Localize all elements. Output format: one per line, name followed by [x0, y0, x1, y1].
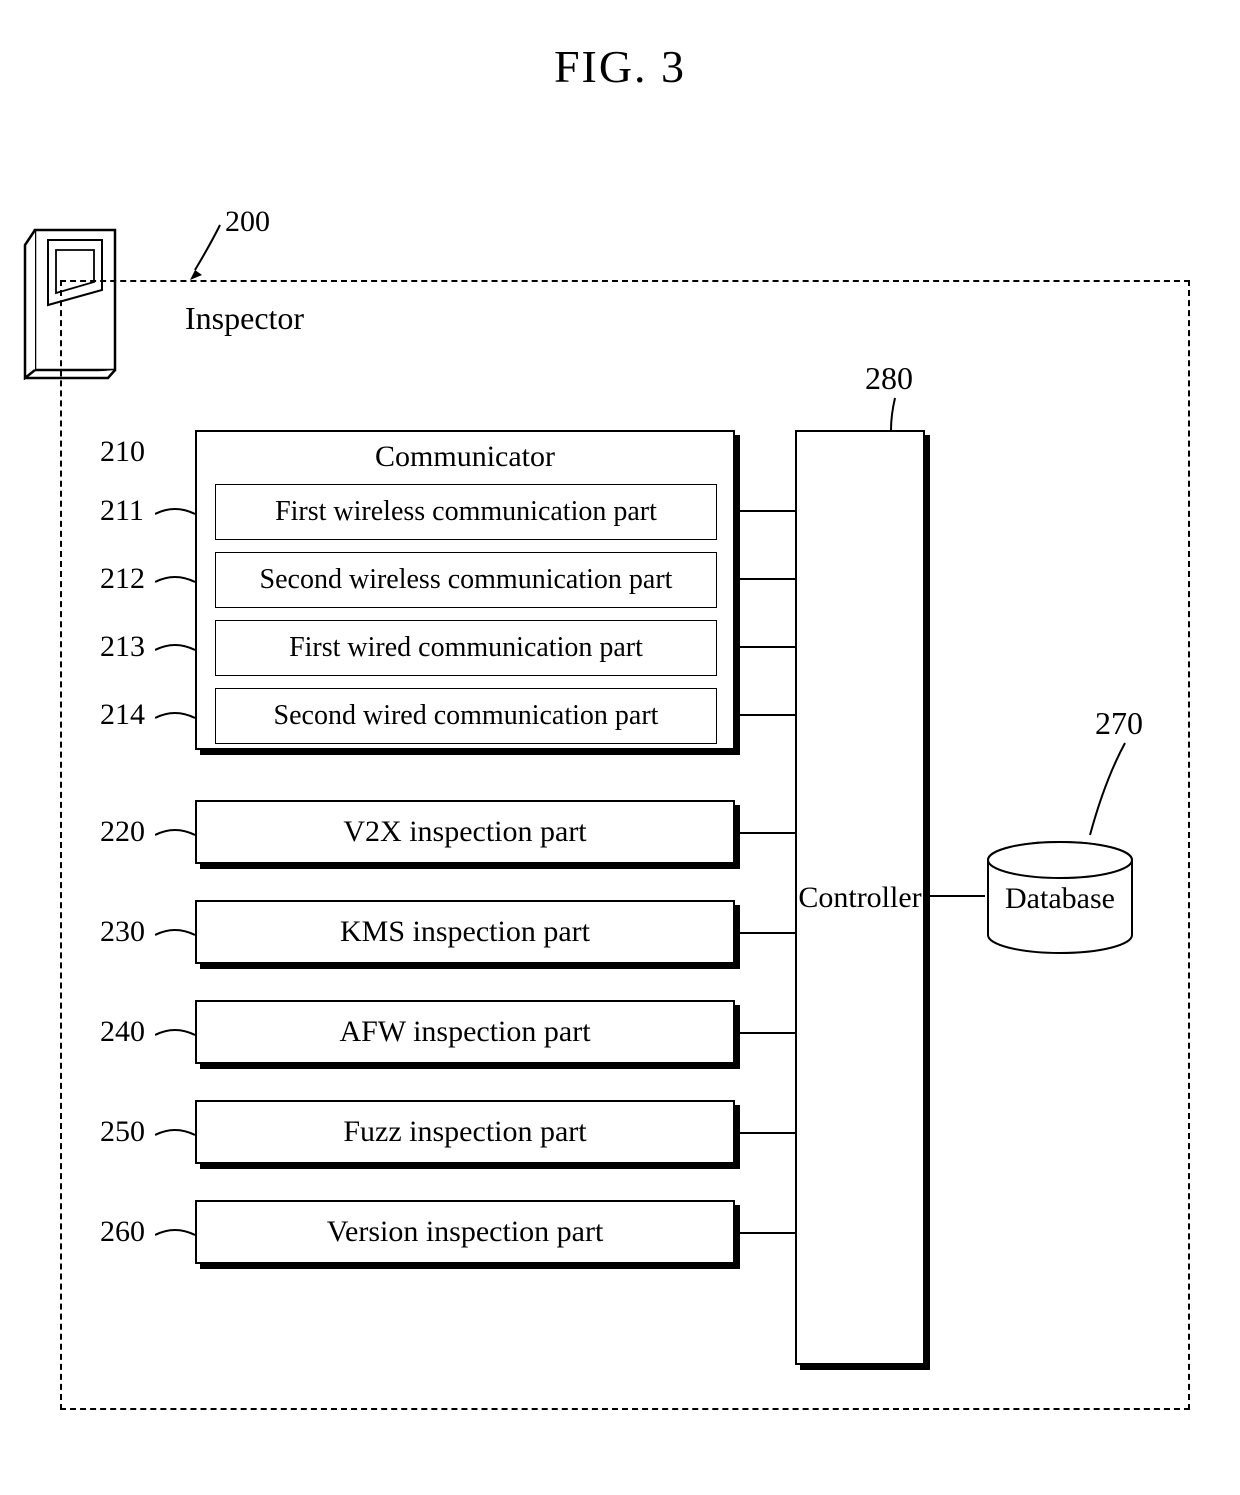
communicator-title: Communicator	[375, 440, 555, 474]
ref-212-label: 212	[100, 562, 145, 596]
comm-part-212: Second wireless communication part	[215, 552, 717, 608]
conn-250-controller	[735, 1132, 795, 1134]
communicator-box: Communicator First wireless communicatio…	[195, 430, 735, 750]
leader-270	[1085, 740, 1145, 840]
ref-260-label: 260	[100, 1215, 145, 1249]
ref-213-label: 213	[100, 630, 145, 664]
inspector-label: Inspector	[185, 300, 304, 337]
inspection-240: AFW inspection part	[195, 1000, 735, 1064]
ref-210-label: 210	[100, 435, 145, 469]
tick-214	[155, 708, 195, 728]
inspection-250: Fuzz inspection part	[195, 1100, 735, 1164]
figure-title: FIG. 3	[554, 40, 686, 93]
ref-250-label: 250	[100, 1115, 145, 1149]
ref-220-label: 220	[100, 815, 145, 849]
tick-220	[155, 825, 195, 845]
tick-240	[155, 1025, 195, 1045]
tick-260	[155, 1225, 195, 1245]
ref-240-label: 240	[100, 1015, 145, 1049]
inspection-230: KMS inspection part	[195, 900, 735, 964]
inspection-260: Version inspection part	[195, 1200, 735, 1264]
tick-213	[155, 640, 195, 660]
comm-part-211: First wireless communication part	[215, 484, 717, 540]
leader-280	[890, 395, 930, 435]
conn-212-controller	[735, 578, 795, 580]
ref-211-label: 211	[100, 494, 144, 528]
conn-240-controller	[735, 1032, 795, 1034]
tick-212	[155, 572, 195, 592]
tick-250	[155, 1125, 195, 1145]
conn-230-controller	[735, 932, 795, 934]
comm-part-213: First wired communication part	[215, 620, 717, 676]
conn-211-controller	[735, 510, 795, 512]
conn-220-controller	[735, 832, 795, 834]
database-label: Database	[1005, 882, 1115, 916]
comm-part-214: Second wired communication part	[215, 688, 717, 744]
controller-box: Controller	[795, 430, 925, 1365]
controller-label: Controller	[798, 881, 921, 915]
tick-210	[155, 445, 193, 447]
conn-260-controller	[735, 1232, 795, 1234]
conn-213-controller	[735, 646, 795, 648]
ref-214-label: 214	[100, 698, 145, 732]
tick-230	[155, 925, 195, 945]
inspection-220: V2X inspection part	[195, 800, 735, 864]
ref-230-label: 230	[100, 915, 145, 949]
ref-270-label: 270	[1095, 705, 1143, 742]
ref-280-label: 280	[865, 360, 913, 397]
conn-214-controller	[735, 714, 795, 716]
tick-211	[155, 504, 195, 524]
conn-controller-database	[925, 895, 985, 897]
